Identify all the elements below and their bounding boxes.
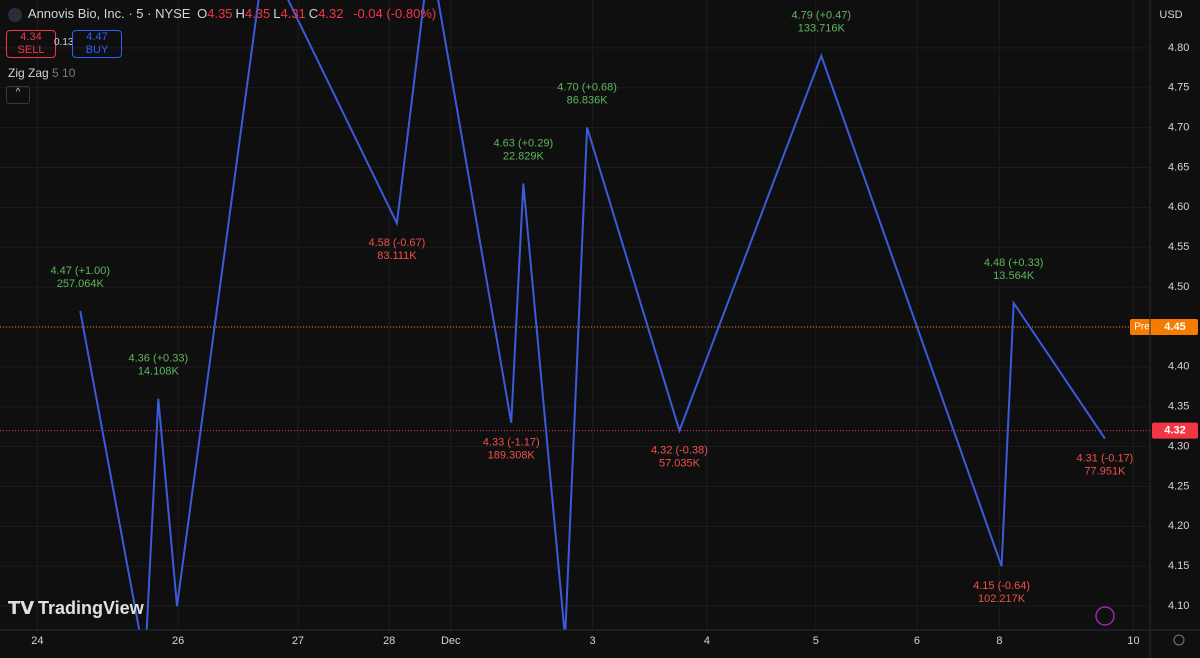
x-tick-label: Dec <box>441 635 461 647</box>
indicator-params: 5 10 <box>52 66 76 80</box>
x-tick-label: 28 <box>383 635 395 647</box>
y-tick-label: 4.30 <box>1168 440 1189 452</box>
pivot-label: 4.33 (-1.17) <box>483 437 540 449</box>
pivot-label: 4.31 (-0.17) <box>1076 453 1133 465</box>
pivot-label: 4.32 (-0.38) <box>651 445 708 457</box>
zigzag-line <box>79 0 1106 630</box>
y-tick-label: 4.65 <box>1168 161 1189 173</box>
y-tick-label: 4.75 <box>1168 82 1189 94</box>
y-tick-label: 4.35 <box>1168 401 1189 413</box>
sell-button[interactable]: 4.34 SELL <box>6 30 56 58</box>
brand-logo: 𝗧𝗩 <box>8 598 34 618</box>
pivot-label: 4.70 (+0.68) <box>557 82 617 94</box>
y-tick-label: 4.60 <box>1168 201 1189 213</box>
y-tick-label: 4.70 <box>1168 122 1189 134</box>
x-tick-label: 26 <box>172 635 184 647</box>
brand: TradingView <box>38 598 145 618</box>
pivot-volume: 13.564K <box>993 270 1035 282</box>
indicator: Zig Zag 5 10 <box>8 66 75 80</box>
x-tick-label: 5 <box>813 635 819 647</box>
ohlc-value: 4.32 <box>318 6 344 21</box>
pivot-volume: 77.951K <box>1084 466 1126 478</box>
axes: 4.10 4.15 4.20 4.25 4.30 4.35 4.40 4.45 4.50 4.55… <box>31 42 1198 647</box>
pivot-volume: 83.111K <box>377 250 417 262</box>
price-tag <box>1130 318 1154 335</box>
buy-button[interactable]: 4.47 BUY <box>72 30 122 58</box>
pivot-volume: 86.836K <box>567 95 609 107</box>
ohlc-key: L <box>273 6 281 21</box>
price-tag <box>1152 422 1198 439</box>
pivot-volume: 189.308K <box>488 450 536 462</box>
plot: 4.47 (+1.00)257.064K 4.36 (+0.33)14.108K 4… <box>50 0 1133 630</box>
x-tick-label: 3 <box>590 635 596 647</box>
ohlc-key: C <box>308 6 319 21</box>
y-tick-label: 4.15 <box>1168 560 1189 572</box>
ohlc-key: H <box>235 6 245 21</box>
price-tag <box>1152 318 1198 335</box>
ohlc: O4.35 H4.35 L4.31 C4.32 <box>197 6 346 21</box>
y-tick-label: 4.20 <box>1168 520 1189 532</box>
y-tick-label: 4.25 <box>1168 480 1189 492</box>
price-tag-value: 4.45 <box>1164 321 1185 333</box>
pivot-volume: 22.829K <box>503 150 545 162</box>
symbol-logo <box>8 7 22 22</box>
pivot-label: 4.48 (+0.33) <box>984 257 1044 269</box>
sell-price: 4.34 <box>20 31 42 43</box>
pivot-volume: 102.217K <box>978 593 1026 605</box>
ohlc-value: 4.35 <box>207 6 233 21</box>
pivot-volume: 133.716K <box>798 23 846 35</box>
buy-price: 4.47 <box>86 31 108 43</box>
legend-header: Annovis Bio, Inc. · 5 · NYSE O4.35 H4.35 L… <box>8 6 439 22</box>
x-tick-label: 10 <box>1127 635 1139 647</box>
buy-label: BUY <box>85 44 109 56</box>
ohlc-value: 4.31 <box>280 6 306 21</box>
y-tick-label: 4.40 <box>1168 361 1189 373</box>
settings-button[interactable] <box>1173 634 1185 646</box>
collapse-button[interactable]: ^ <box>6 86 30 104</box>
price-tag-value: 4.32 <box>1164 425 1185 437</box>
pivot-volume: 57.035K <box>659 458 701 470</box>
y-tick-label: 4.50 <box>1168 281 1189 293</box>
y-tick-label: 4.55 <box>1168 241 1189 253</box>
spread: 0.13 <box>54 37 74 48</box>
pivot-label: 4.47 (+1.00) <box>50 265 110 277</box>
currency[interactable]: USD <box>1159 9 1182 21</box>
grid <box>0 0 1150 630</box>
lightning-button[interactable] <box>1095 606 1115 626</box>
pivot-label: 4.58 (-0.67) <box>368 237 425 249</box>
indicator-name: Zig Zag <box>8 66 49 80</box>
x-tick-label: 8 <box>996 635 1002 647</box>
sell-label: SELL <box>17 44 45 56</box>
pivot-label: 4.79 (+0.47) <box>791 10 851 22</box>
pivot-volume: 257.064K <box>57 278 105 290</box>
x-tick-label: 27 <box>292 635 304 647</box>
ohlc-key: O <box>197 6 208 21</box>
y-tick-label: 4.80 <box>1168 42 1189 54</box>
x-tick-label: 6 <box>914 635 920 647</box>
change: -0.04 (-0.80%) <box>353 6 437 21</box>
y-tick-label: 4.10 <box>1168 600 1189 612</box>
ohlc-value: 4.35 <box>244 6 271 21</box>
pivot-label: 4.15 (-0.64) <box>973 580 1030 592</box>
price-tag-label: Pre <box>1134 322 1150 333</box>
x-tick-label: 4 <box>704 635 710 647</box>
pivot-volume: 14.108K <box>138 366 180 378</box>
pivot-label: 4.63 (+0.29) <box>494 137 554 149</box>
symbol: Annovis Bio, Inc. · 5 · NYSE <box>27 6 191 21</box>
x-tick-label: 24 <box>31 635 43 647</box>
pivot-label: 4.36 (+0.33) <box>129 353 189 365</box>
